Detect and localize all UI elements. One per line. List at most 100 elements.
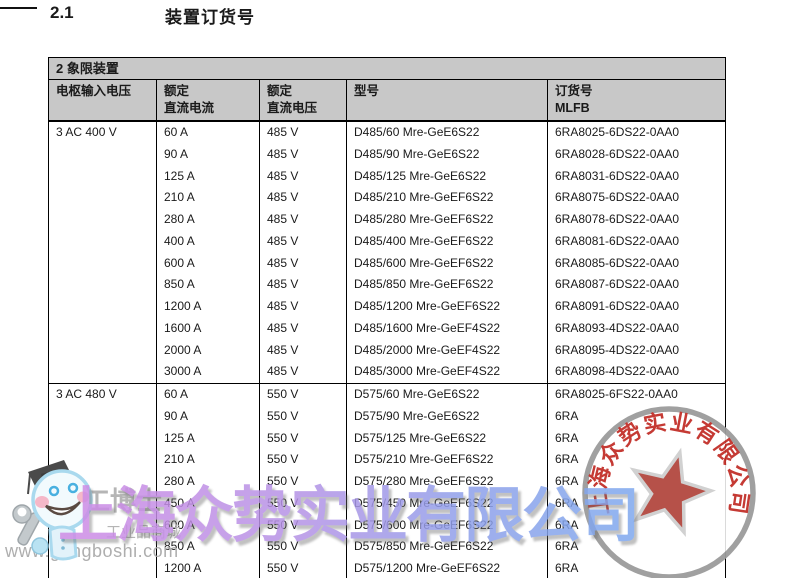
voltage-cell: [49, 427, 157, 450]
voltage-cell: [49, 296, 157, 318]
table-row: 850 A 485 V D485/850 Mre-GeEF6S22 6RA8087-6…: [49, 274, 725, 296]
mlfb-cell: 6RA: [555, 517, 579, 532]
model-cell: D575/600 Mre-GeEF6S22: [347, 514, 548, 537]
mlfb-cell: 6RA: [555, 430, 579, 445]
current-cell: 600 A: [157, 252, 260, 275]
dc-voltage-cell: 550 V: [260, 558, 347, 578]
model-cell: D485/1200 Mre-GeEF6S22: [347, 296, 548, 318]
mlfb-cell: 6RA8028-6DS22-0AA0: [555, 146, 680, 161]
table-row: 210 A 485 V D485/210 Mre-GeEF6S22 6RA8075-6…: [49, 187, 725, 209]
column-header-label: 额定: [267, 84, 293, 98]
voltage-cell: 3 AC 400 V: [49, 122, 157, 144]
mlfb-cell: 6RA8025-6DS22-0AA0: [555, 125, 680, 139]
mlfb-cell: 6RA8075-6DS22-0AA0: [555, 190, 680, 205]
voltage-cell: [49, 558, 157, 578]
current-cell: 3000 A: [157, 361, 260, 383]
mlfb-cell: 6RA8025-6FS22-0AA0: [555, 387, 678, 401]
current-cell: 850 A: [157, 274, 260, 296]
current-cell: 280 A: [157, 209, 260, 231]
table-row: 210 A 550 V D575/210 Mre-GeEF6S22 6RA: [49, 449, 725, 471]
mlfb-cell: 6RA8098-4DS22-0AA0: [555, 364, 680, 379]
mlfb-cell: 6RA8095-4DS22-0AA0: [555, 342, 680, 357]
dc-voltage-cell: 485 V: [260, 339, 347, 362]
voltage-cell: [49, 317, 157, 340]
column-header-mlfb: 订货号 MLFB: [548, 80, 727, 120]
mlfb-cell: 6RA: [555, 561, 579, 575]
mlfb-cell: 6RA: [555, 495, 579, 510]
mlfb-cell: 6RA: [555, 539, 579, 554]
current-cell: 1200 A: [157, 296, 260, 318]
table-row: 450 A 550 V D575/450 Mre-GeEF6S22 6RA: [49, 492, 725, 515]
dc-voltage-cell: 485 V: [260, 230, 347, 253]
current-cell: 90 A: [157, 405, 260, 428]
dc-voltage-cell: 550 V: [260, 492, 347, 515]
table-header-row: 电枢输入电压 额定 直流电流 额定 直流电压 型号 订货号 MLFB: [49, 80, 725, 122]
voltage-cell: [49, 165, 157, 188]
wrench-icon: [12, 504, 49, 555]
model-cell: D485/400 Mre-GeEF6S22: [347, 230, 548, 253]
dc-voltage-cell: 485 V: [260, 252, 347, 275]
mlfb-cell: 6RA8078-6DS22-0AA0: [555, 212, 680, 226]
voltage-cell: [49, 187, 157, 209]
mlfb-cell: 6RA8085-6DS22-0AA0: [555, 255, 680, 270]
dc-voltage-cell: 550 V: [260, 405, 347, 428]
model-cell: D485/280 Mre-GeEF6S22: [347, 209, 548, 231]
voltage-cell: 3 AC 480 V: [49, 384, 157, 406]
mlfb-cell: 6RA8031-6DS22-0AA0: [555, 168, 680, 183]
voltage-cell: [49, 252, 157, 275]
current-cell: 60 A: [157, 122, 260, 144]
voltage-cell: [49, 449, 157, 471]
model-cell: D575/210 Mre-GeEF6S22: [347, 449, 548, 471]
logo-brand-text: 工博士: [84, 486, 163, 516]
table-row: 125 A 485 V D485/125 Mre-GeE6S22 6RA8031-6D…: [49, 165, 725, 188]
model-cell: D575/90 Mre-GeE6S22: [347, 405, 548, 428]
table-row: 1600 A 485 V D485/1600 Mre-GeEF4S22 6RA8093…: [49, 317, 725, 340]
voltage-cell: [49, 471, 157, 493]
current-cell: 60 A: [157, 384, 260, 406]
voltage-cell: [49, 209, 157, 231]
model-cell: D575/60 Mre-GeE6S22: [347, 384, 548, 406]
model-cell: D575/1200 Mre-GeEF6S22: [347, 558, 548, 578]
column-header-label: 订货号: [555, 84, 593, 98]
mlfb-cell: 6RA8087-6DS22-0AA0: [555, 277, 680, 292]
table-row: 90 A 550 V D575/90 Mre-GeE6S22 6RA: [49, 405, 725, 428]
model-cell: D485/60 Mre-GeE6S22: [347, 122, 548, 144]
column-header-label: 直流电流: [164, 101, 215, 115]
dc-voltage-cell: 485 V: [260, 317, 347, 340]
current-cell: 450 A: [157, 492, 260, 515]
dc-voltage-cell: 550 V: [260, 471, 347, 493]
model-cell: D575/850 Mre-GeEF6S22: [347, 536, 548, 558]
logo-tagline-text: 工业品商城: [106, 524, 182, 541]
table-body: 3 AC 400 V 60 A 485 V D485/60 Mre-GeE6S22 6R…: [49, 122, 725, 578]
column-header-label: MLFB: [555, 101, 590, 115]
table-row: 850 A 550 V D575/850 Mre-GeEF6S22 6RA: [49, 536, 725, 558]
dc-voltage-cell: 550 V: [260, 536, 347, 558]
dc-voltage-cell: 485 V: [260, 122, 347, 144]
current-cell: 125 A: [157, 165, 260, 188]
model-cell: D485/850 Mre-GeEF6S22: [347, 274, 548, 296]
table-row: 3000 A 485 V D485/3000 Mre-GeEF4S22 6RA8098…: [49, 361, 725, 383]
mlfb-cell: 6RA8081-6DS22-0AA0: [555, 233, 680, 248]
voltage-cell: [49, 230, 157, 253]
dc-voltage-cell: 550 V: [260, 427, 347, 450]
model-cell: D485/2000 Mre-GeEF4S22: [347, 339, 548, 362]
table-row: 600 A 485 V D485/600 Mre-GeEF6S22 6RA8085-6…: [49, 252, 725, 275]
mlfb-cell: 6RA: [555, 474, 579, 488]
model-cell: D575/280 Mre-GeEF6S22: [347, 471, 548, 493]
table-row: 280 A 485 V D485/280 Mre-GeEF6S22 6RA8078-6…: [49, 209, 725, 231]
section-number: 2.1: [50, 3, 74, 22]
voltage-cell: [49, 274, 157, 296]
voltage-cell: [49, 492, 157, 515]
voltage-cell: [49, 339, 157, 362]
voltage-cell: [49, 361, 157, 383]
dc-voltage-cell: 485 V: [260, 209, 347, 231]
column-header-armature-voltage: 电枢输入电压: [49, 80, 157, 120]
table-row: 1200 A 550 V D575/1200 Mre-GeEF6S22 6RA: [49, 558, 725, 578]
dc-voltage-cell: 550 V: [260, 514, 347, 537]
table-row: 125 A 550 V D575/125 Mre-GeE6S22 6RA: [49, 427, 725, 450]
model-cell: D485/1600 Mre-GeEF4S22: [347, 317, 548, 340]
table-row: 2000 A 485 V D485/2000 Mre-GeEF4S22 6RA8095…: [49, 339, 725, 362]
model-cell: D575/450 Mre-GeEF6S22: [347, 492, 548, 515]
voltage-cell: [49, 405, 157, 428]
